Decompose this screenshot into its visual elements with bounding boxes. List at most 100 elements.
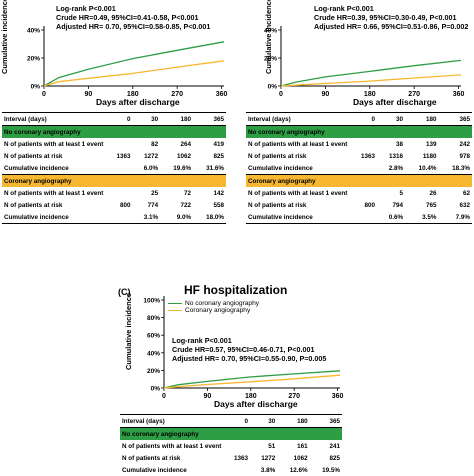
table-row: N of patients at risk 800 794 765 632 — [246, 199, 472, 211]
cell: 774 — [147, 201, 159, 209]
table-row: N of patients with at least 1 event 51 1… — [120, 440, 342, 452]
panel-c-chart: 0 90 180 270 360 0% 20% 40% 60% 80% 100% — [143, 296, 344, 400]
cell: 1180 — [422, 152, 437, 160]
table-row-intervals: Interval (days) 0 30 180 365 — [246, 112, 472, 126]
y-tick-label: 0% — [31, 84, 41, 91]
cell — [223, 464, 250, 476]
y-tick-label: 20% — [27, 56, 40, 63]
y-tick-label: 100% — [143, 298, 160, 305]
x-tick-label: 360 — [453, 91, 465, 98]
table-row: N of patients with at least 1 event 82 2… — [2, 138, 226, 150]
y-tick-label: 0% — [268, 84, 278, 91]
series-line-no-cag — [163, 370, 341, 389]
panel-c-title: HF hospitalization — [184, 283, 288, 297]
y-tick-label: 20% — [147, 368, 160, 375]
cell — [349, 162, 377, 175]
cell: 800 — [119, 201, 131, 209]
panel-b-xlabel: Days after discharge — [353, 97, 437, 107]
cell: 3.1% — [132, 211, 161, 224]
cell — [105, 138, 132, 150]
cell: 5 — [399, 189, 404, 197]
cell: 978 — [459, 152, 470, 160]
interval-0: 0 — [223, 414, 251, 428]
table-row: Cumulative incidence 3.1% 9.0% 18.0% — [2, 211, 226, 224]
table-row: Cumulative incidence 2.8% 10.4% 18.3% — [246, 162, 472, 175]
cell: 2.8% — [376, 162, 406, 175]
cell — [349, 138, 377, 150]
cell: 31.6% — [193, 162, 226, 175]
x-tick-label: 270 — [288, 393, 300, 400]
panel-b-table: Interval (days) 0 30 180 365 No coronary… — [246, 112, 472, 224]
group-header-no-cag: No coronary angiography — [246, 125, 472, 138]
interval-180: 180 — [277, 414, 310, 428]
x-tick-label: 270 — [408, 91, 420, 98]
table-row: Cumulative incidence 3.8% 12.6% 19.5% — [120, 464, 342, 476]
row-label-risk: N of patients at risk — [122, 454, 181, 462]
panel-c-table: Interval (days) 0 30 180 365 No coronary… — [120, 414, 342, 476]
cell: 264 — [180, 140, 192, 148]
cell: 18.3% — [438, 162, 472, 175]
row-label-events: N of patients with at least 1 event — [4, 189, 104, 197]
panel-a-stat-adjusted: Adjusted HR= 0.70, 95%CI=0.58-0.85, P<0.… — [56, 22, 211, 31]
row-label-cum: Cumulative incidence — [246, 162, 350, 175]
table-row: N of patients at risk 1363 1272 1062 825 — [120, 452, 342, 464]
row-label-cum: Cumulative incidence — [246, 211, 350, 224]
table-row: N of patients with at least 1 event 38 1… — [246, 138, 472, 150]
row-label-risk: N of patients at risk — [248, 201, 307, 209]
table-row: N of patients with at least 1 event 25 7… — [2, 187, 226, 199]
panel-c-label: (C) — [118, 287, 131, 297]
row-label-events: N of patients with at least 1 event — [248, 140, 348, 148]
y-tick-label: 0% — [151, 386, 161, 393]
cell: 38 — [396, 140, 404, 148]
interval-365: 365 — [438, 112, 472, 126]
row-label-cum: Cumulative incidence — [2, 162, 106, 175]
group-header-cag: Coronary angiography — [2, 174, 226, 187]
cell: 10.4% — [405, 162, 439, 175]
group-header-no-cag: No coronary angiography — [2, 125, 226, 138]
cell: 241 — [329, 442, 340, 450]
panel-c-xlabel: Days after discharge — [214, 399, 298, 409]
y-tick-label: 20% — [264, 56, 277, 63]
x-tick-label: 180 — [127, 91, 139, 98]
table-row: N of patients at risk 1363 1272 1062 825 — [2, 150, 226, 162]
cell: 825 — [213, 152, 224, 160]
group-header-cag: Coronary angiography — [246, 174, 472, 187]
y-tick-label: 60% — [147, 333, 160, 340]
table-row: Cumulative incidence 6.0% 19.6% 31.6% — [2, 162, 226, 175]
interval-0: 0 — [105, 112, 133, 126]
cell: 72 — [184, 189, 192, 197]
cell — [349, 187, 377, 199]
interval-30: 30 — [250, 414, 278, 428]
panel-a-chart: 0 90 180 270 360 0% 20% 40% — [27, 26, 227, 98]
panel-c-stat-crude: Crude HR=0.57, 95%CI=0.46-0.71, P<0.001 — [172, 345, 315, 354]
x-tick-label: 270 — [171, 91, 183, 98]
group-no-label: No coronary angiography — [2, 125, 226, 138]
series-line-no-cag — [280, 59, 462, 87]
cell: 0.6% — [376, 211, 406, 224]
cell: 82 — [151, 140, 159, 148]
panel-b-stat-logrank: Log-rank P<0.001 — [314, 4, 374, 13]
cell: 19.5% — [322, 466, 340, 474]
panel-c-stats: Log-rank P<0.001 Crude HR=0.57, 95%CI=0.… — [172, 336, 326, 363]
table-row-intervals: Interval (days) 0 30 180 365 — [120, 414, 342, 428]
table-row: N of patients with at least 1 event 5 26… — [246, 187, 472, 199]
panel-b-chart: 0 90 180 270 360 0% 20% 40% — [264, 26, 465, 98]
cell: 800 — [364, 201, 375, 209]
legend-swatch-orange — [168, 309, 182, 311]
cell: 558 — [213, 201, 224, 209]
cell: 19.6% — [160, 162, 194, 175]
legend-swatch-green — [168, 302, 182, 304]
row-label-cum: Cumulative incidence — [2, 211, 106, 224]
row-label-risk: N of patients at risk — [4, 201, 63, 209]
cell: 1062 — [293, 454, 308, 462]
series-line-cag — [43, 60, 225, 87]
cell: 825 — [329, 454, 340, 462]
series-line-cag — [163, 374, 341, 389]
cell: 25 — [151, 189, 159, 197]
table-row: N of patients at risk 1363 1316 1180 978 — [246, 150, 472, 162]
y-tick-label: 40% — [27, 28, 40, 35]
y-tick-label: 80% — [147, 315, 160, 322]
cell: 161 — [297, 442, 308, 450]
group-no-label: No coronary angiography — [120, 427, 342, 440]
row-label-cum: Cumulative incidence — [122, 466, 187, 474]
